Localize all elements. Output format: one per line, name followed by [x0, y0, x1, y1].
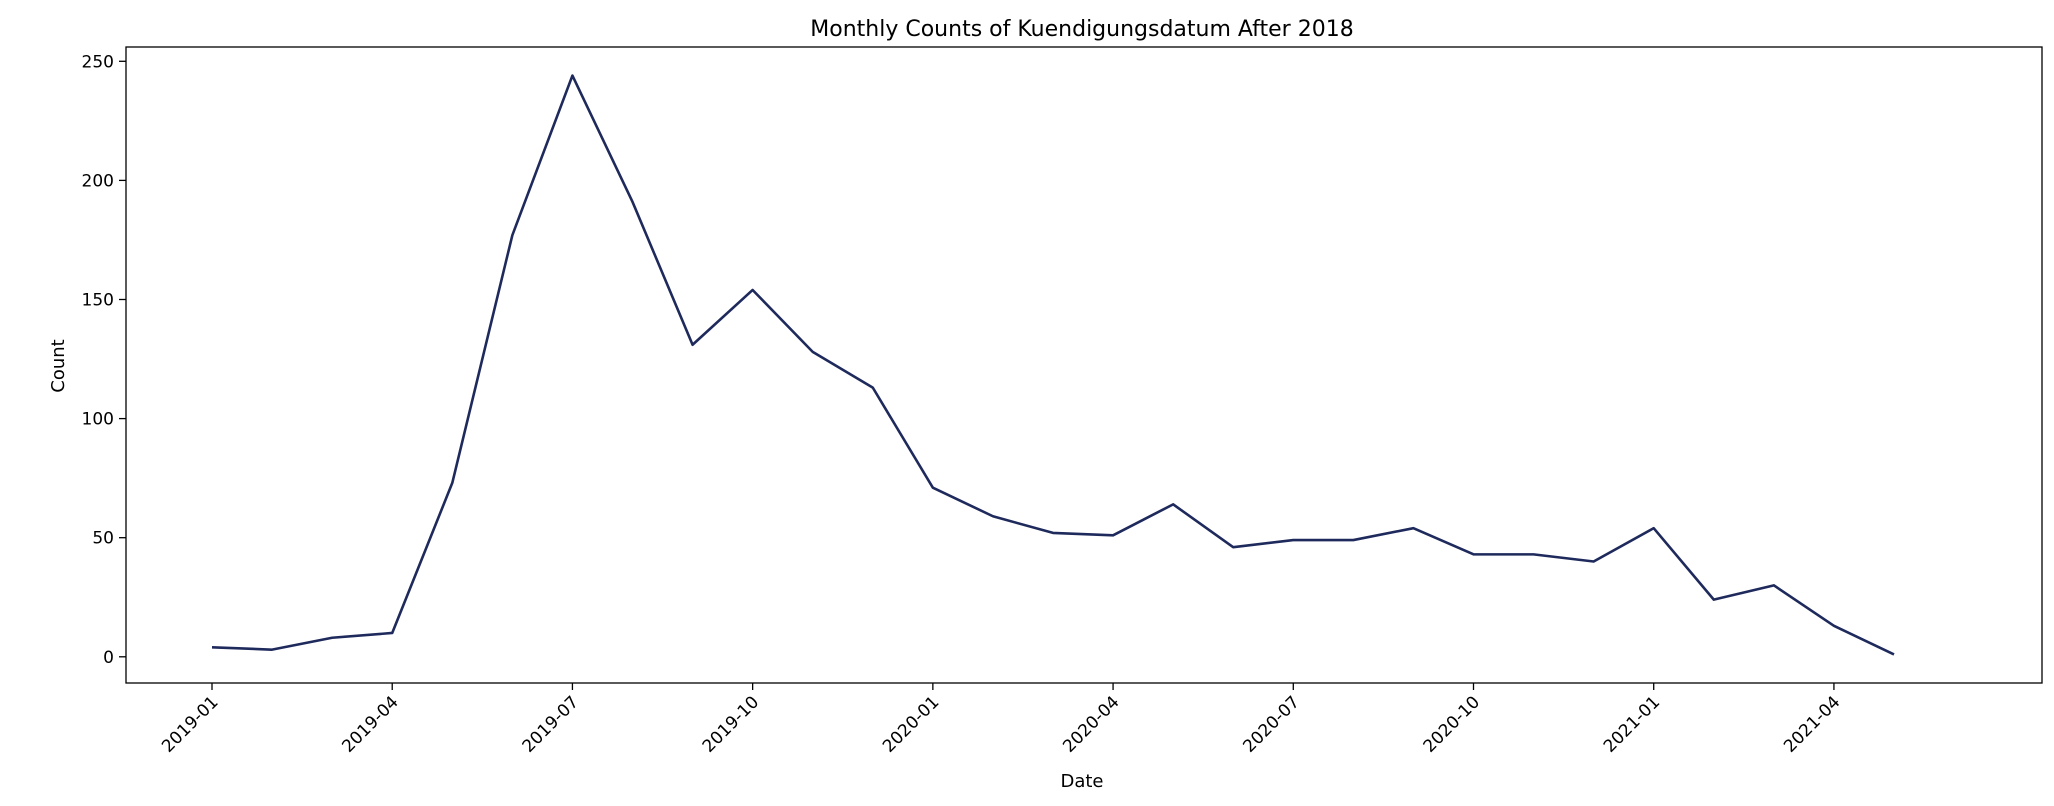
x-tick-label: 2019-10	[699, 692, 763, 756]
x-tick-label: 2020-07	[1239, 692, 1303, 756]
x-tick-label: 2020-10	[1420, 692, 1484, 756]
plot-area-frame	[125, 46, 2043, 684]
x-tick-label: 2020-04	[1059, 692, 1123, 756]
x-tick-label: 2019-07	[519, 692, 583, 756]
chart-title: Monthly Counts of Kuendigungsdatum After…	[810, 17, 1353, 42]
x-tick-label: 2021-04	[1780, 692, 1844, 756]
y-tick-label: 100	[82, 410, 114, 430]
y-tick-label: 150	[82, 290, 114, 310]
y-tick-label: 200	[82, 171, 114, 191]
y-tick-label: 0	[103, 648, 114, 668]
y-tick-label: 250	[82, 52, 114, 72]
x-axis-label: Date	[1060, 771, 1103, 792]
series-line	[211, 74, 1895, 656]
x-axis: 2019-01 2019-04 2019-07 2019-10 2020-01 2020-…	[158, 683, 1844, 757]
y-axis: 0 50 100 150 200 250	[82, 52, 126, 668]
y-tick-label: 50	[92, 529, 114, 549]
x-tick-label: 2020-01	[879, 692, 943, 756]
x-tick-label: 2019-04	[338, 692, 402, 756]
y-axis-label: Count	[48, 339, 69, 392]
x-tick-label: 2021-01	[1600, 692, 1664, 756]
x-tick-label: 2019-01	[158, 692, 222, 756]
